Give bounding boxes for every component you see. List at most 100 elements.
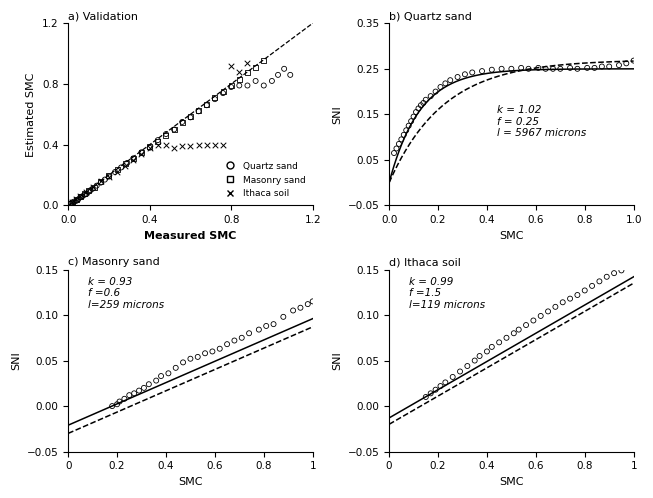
Point	[88, 185, 98, 193]
Point	[185, 113, 196, 121]
Point	[128, 156, 138, 164]
Point	[426, 389, 436, 397]
Point	[587, 282, 597, 290]
Point	[528, 317, 539, 325]
Point	[116, 163, 126, 171]
Point	[185, 355, 196, 363]
Point	[112, 168, 122, 176]
Point	[178, 359, 188, 367]
Point	[120, 162, 131, 170]
Point	[207, 348, 217, 356]
Point	[156, 372, 167, 380]
Point	[401, 126, 411, 134]
Point	[65, 200, 75, 208]
Point	[119, 395, 129, 403]
Point	[81, 188, 91, 196]
Point	[302, 300, 313, 308]
Point	[153, 137, 163, 145]
X-axis label: Measured SMC: Measured SMC	[144, 231, 236, 241]
Point	[200, 349, 210, 357]
Point	[151, 376, 161, 384]
Point	[285, 71, 295, 79]
Point	[440, 79, 451, 87]
Y-axis label: SNI: SNI	[11, 351, 21, 370]
Point	[408, 113, 419, 121]
Point	[153, 136, 163, 144]
Point	[477, 67, 487, 75]
Point	[628, 57, 639, 65]
Point	[86, 186, 96, 194]
Text: k = 0.93
f =0.6
l=259 microns: k = 0.93 f =0.6 l=259 microns	[88, 277, 164, 310]
Point	[453, 73, 463, 81]
Point	[229, 337, 240, 345]
Point	[79, 189, 89, 197]
Point	[218, 89, 229, 97]
Point	[279, 65, 289, 73]
Point	[521, 321, 532, 329]
Point	[259, 56, 269, 64]
Point	[104, 173, 114, 181]
Point	[460, 70, 470, 78]
Point	[572, 65, 582, 73]
Point	[288, 306, 298, 314]
Point	[138, 384, 149, 392]
Point	[506, 65, 517, 73]
Point	[242, 82, 253, 90]
Point	[418, 99, 428, 107]
Point	[250, 63, 261, 71]
Point	[589, 64, 599, 72]
Point	[268, 320, 279, 328]
Point	[308, 297, 318, 305]
Point	[555, 65, 565, 73]
Point	[572, 291, 582, 299]
Point	[193, 107, 204, 115]
Point	[75, 192, 86, 200]
Point	[278, 313, 289, 321]
Text: k = 1.02
f = 0.25
l = 5967 microns: k = 1.02 f = 0.25 l = 5967 microns	[497, 105, 586, 138]
Y-axis label: SNI: SNI	[332, 351, 342, 370]
Point	[413, 105, 424, 113]
Point	[112, 400, 122, 408]
Point	[579, 286, 590, 294]
Point	[597, 63, 607, 71]
Point	[129, 389, 139, 397]
Point	[486, 66, 497, 74]
Point	[558, 298, 568, 306]
Point	[535, 312, 546, 320]
Point	[454, 368, 465, 375]
Point	[509, 329, 519, 337]
Point	[226, 82, 236, 90]
Point	[112, 166, 122, 174]
Point	[226, 83, 236, 91]
Point	[170, 364, 181, 372]
Point	[95, 179, 106, 187]
Point	[134, 386, 144, 394]
Point	[430, 88, 441, 96]
Point	[136, 150, 147, 158]
Point	[482, 348, 492, 356]
Point	[445, 76, 456, 84]
Point	[582, 64, 592, 72]
Point	[136, 148, 147, 156]
Point	[120, 160, 131, 168]
Point	[71, 197, 82, 205]
Point	[440, 378, 451, 386]
Point	[169, 125, 180, 133]
Point	[177, 119, 187, 126]
Point	[494, 338, 504, 346]
Point	[253, 326, 264, 334]
Point	[81, 190, 91, 198]
Point	[398, 131, 409, 139]
Point	[161, 130, 171, 138]
Point	[161, 131, 171, 139]
Point	[136, 148, 147, 156]
Point	[67, 198, 78, 206]
Point	[404, 122, 414, 129]
Point	[153, 141, 163, 149]
Point	[502, 334, 512, 342]
Point	[71, 195, 82, 203]
Point	[523, 65, 534, 73]
Y-axis label: Estimated SMC: Estimated SMC	[26, 72, 36, 156]
Point	[533, 64, 543, 72]
Point	[75, 192, 86, 200]
